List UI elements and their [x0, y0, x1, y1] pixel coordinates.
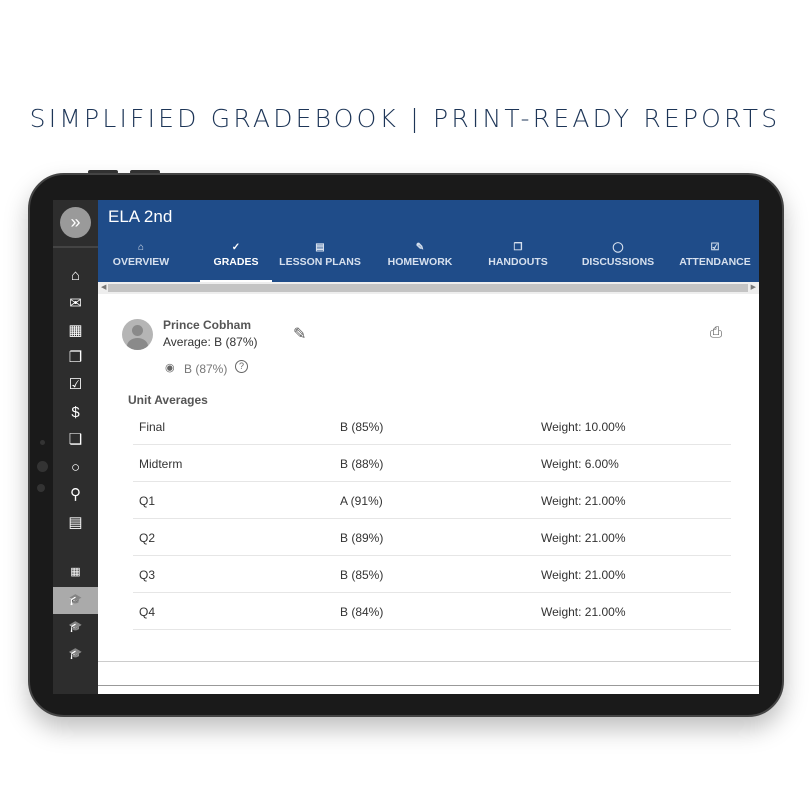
camera: [40, 440, 45, 445]
tab-overview[interactable]: ⌂ OVERVIEW: [106, 240, 176, 282]
student-average: Average: B (87%): [163, 335, 258, 349]
tab-label: OVERVIEW: [112, 256, 170, 268]
unit-grade: B (85%): [340, 568, 384, 582]
unit-averages-heading: Unit Averages: [128, 393, 208, 407]
table-row: Q1 A (91%) Weight: 21.00%: [133, 482, 731, 519]
unit-grade: B (89%): [340, 531, 384, 545]
home-icon[interactable]: ⌂: [70, 267, 81, 284]
tab-label: GRADES: [213, 256, 259, 268]
tab-homework[interactable]: ✎ HOMEWORK: [378, 240, 462, 282]
sidebar: » ⌂ ✉ ▦ ❐ ☑ $ ❏ ○ ⚲ ▤ ▦ 🎓 🎓 🎓: [53, 200, 98, 694]
unit-name: Q3: [139, 568, 156, 582]
document-icon[interactable]: ▤: [68, 514, 83, 531]
unit-weight: Weight: 21.00%: [541, 494, 626, 508]
graduation-cap-icon[interactable]: 🎓: [53, 587, 98, 614]
table-row: Q3 B (85%) Weight: 21.00%: [133, 556, 731, 593]
graduation-cap-icon[interactable]: 🎓: [68, 648, 83, 660]
unit-weight: Weight: 6.00%: [541, 457, 619, 471]
copy-icon[interactable]: ❏: [68, 431, 83, 448]
tab-label: LESSON PLANS: [279, 256, 361, 268]
hidden-grade: B (87%): [184, 362, 228, 376]
tab-label: DISCUSSIONS: [581, 256, 655, 268]
tab-attendance[interactable]: ☑ ATTENDANCE: [670, 240, 759, 282]
tab-lesson-plans[interactable]: ▤ LESSON PLANS: [270, 240, 370, 282]
avatar: [122, 319, 153, 350]
expand-sidebar-button[interactable]: »: [60, 207, 91, 238]
clipboard-check-icon[interactable]: ☑: [68, 376, 83, 393]
unit-name: Q2: [139, 531, 156, 545]
search-icon[interactable]: ⚲: [70, 486, 81, 503]
unit-grade: A (91%): [340, 494, 383, 508]
app-header: ELA 2nd ⌂ OVERVIEW ✓ GRADES ▤ LESSON PLANS ✎ HO…: [98, 200, 759, 282]
chat-icon[interactable]: ○: [70, 459, 81, 476]
unit-weight: Weight: 21.00%: [541, 605, 626, 619]
unit-name: Midterm: [139, 457, 183, 471]
tab-label: HOMEWORK: [387, 256, 453, 268]
graduation-cap-icon[interactable]: 🎓: [68, 621, 83, 633]
home-icon: ⌂: [137, 242, 145, 253]
tab-grades[interactable]: ✓ GRADES: [200, 240, 272, 282]
unit-name: Final: [139, 420, 166, 434]
files-icon[interactable]: ❐: [68, 349, 83, 366]
app-screen: » ⌂ ✉ ▦ ❐ ☑ $ ❏ ○ ⚲ ▤ ▦ 🎓 🎓 🎓 ELA 2nd ⌂ OVERVIEW ✓ GRADE…: [53, 200, 759, 694]
horizontal-scrollbar[interactable]: ◀ ▶: [98, 282, 759, 294]
calendar-icon[interactable]: ▦: [68, 322, 83, 339]
tab-discussions[interactable]: ◯ DISCUSSIONS: [568, 240, 668, 282]
grid-icon[interactable]: ▦: [70, 566, 81, 578]
print-icon[interactable]: ⎙: [710, 324, 723, 341]
document-icon: ▤: [315, 242, 325, 253]
camera: [37, 484, 45, 492]
unit-weight: Weight: 21.00%: [541, 568, 626, 582]
mail-icon[interactable]: ✉: [69, 295, 82, 312]
unit-grade: B (88%): [340, 457, 384, 471]
table-row: Final B (85%) Weight: 10.00%: [133, 408, 731, 445]
tab-label: ATTENDANCE: [679, 256, 751, 268]
unit-grade: B (85%): [340, 420, 384, 434]
table-row: Q2 B (89%) Weight: 21.00%: [133, 519, 731, 556]
tablet-button: [130, 170, 160, 174]
camera: [37, 461, 48, 472]
tablet-button: [88, 170, 118, 174]
course-title: ELA 2nd: [108, 207, 173, 226]
unit-grade: B (84%): [340, 605, 384, 619]
tab-handouts[interactable]: ❐ HANDOUTS: [476, 240, 560, 282]
copy-icon: ❐: [513, 242, 523, 253]
pencil-icon: ✎: [415, 242, 425, 253]
clipboard-check-icon: ☑: [710, 242, 720, 253]
edit-icon[interactable]: ✎: [293, 326, 307, 343]
unit-name: Q1: [139, 494, 156, 508]
eye-slash-icon[interactable]: ◉: [165, 362, 175, 374]
table-row: Q4 B (84%) Weight: 21.00%: [133, 593, 731, 630]
divider: [53, 246, 98, 248]
divider: [98, 661, 759, 662]
tab-label: HANDOUTS: [488, 256, 548, 268]
unit-name: Q4: [139, 605, 156, 619]
unit-weight: Weight: 21.00%: [541, 531, 626, 545]
headline: SIMPLIFIED GRADEBOOK | PRINT-READY REPOR…: [29, 104, 781, 133]
chat-icon: ◯: [612, 242, 624, 253]
help-icon[interactable]: ?: [235, 360, 248, 373]
student-name: Prince Cobham: [163, 318, 252, 332]
grades-icon: ✓: [231, 242, 241, 253]
unit-weight: Weight: 10.00%: [541, 420, 626, 434]
divider: [98, 685, 759, 686]
dollar-icon[interactable]: $: [71, 404, 80, 421]
table-row: Midterm B (88%) Weight: 6.00%: [133, 445, 731, 482]
